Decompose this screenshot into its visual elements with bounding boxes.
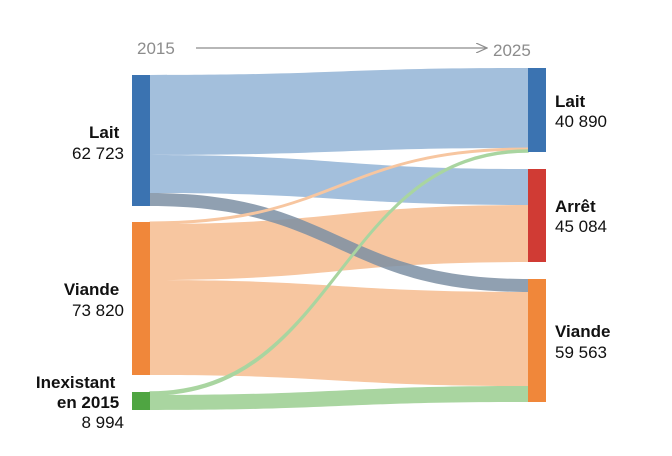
source-value-lait: 62 723: [72, 144, 124, 163]
target-label-arret: Arrêt 45 084: [555, 197, 607, 236]
target-label-viande: Viande 59 563: [555, 322, 615, 362]
target-node-arret: [528, 169, 546, 262]
source-node-lait: [132, 75, 150, 206]
year-from-label: 2015: [137, 39, 175, 58]
target-name-viande: Viande: [555, 322, 610, 341]
target-value-lait: 40 890: [555, 112, 607, 131]
source-name-inexistant-line1: Inexistant: [36, 373, 116, 392]
flow-lait-lait: [150, 68, 528, 155]
source-value-inexistant: 8 994: [81, 413, 124, 432]
source-name-viande: Viande: [64, 280, 119, 299]
source-label-viande: Viande 73 820: [64, 280, 124, 320]
year-to-label: 2025: [493, 41, 531, 60]
target-label-lait: Lait 40 890: [555, 92, 607, 131]
source-value-viande: 73 820: [72, 301, 124, 320]
flow-lait-viande: [150, 193, 528, 292]
target-name-arret: Arrêt: [555, 197, 596, 216]
target-node-viande: [528, 279, 546, 402]
source-node-viande: [132, 222, 150, 375]
flow-lait-arret: [150, 155, 528, 205]
target-value-viande: 59 563: [555, 343, 607, 362]
flow-inexistant-viande: [150, 386, 528, 410]
flow-group: [149, 68, 529, 410]
source-node-inexistant: [132, 392, 150, 410]
source-name-inexistant-line2: en 2015: [57, 393, 119, 412]
flow-viande-viande: [150, 280, 528, 386]
target-name-lait: Lait: [555, 92, 586, 111]
target-value-arret: 45 084: [555, 217, 607, 236]
source-name-lait: Lait: [89, 123, 120, 142]
target-node-lait: [528, 68, 546, 152]
source-label-inexistant: Inexistant en 2015 8 994: [36, 373, 124, 432]
source-label-lait: Lait 62 723: [72, 123, 124, 163]
